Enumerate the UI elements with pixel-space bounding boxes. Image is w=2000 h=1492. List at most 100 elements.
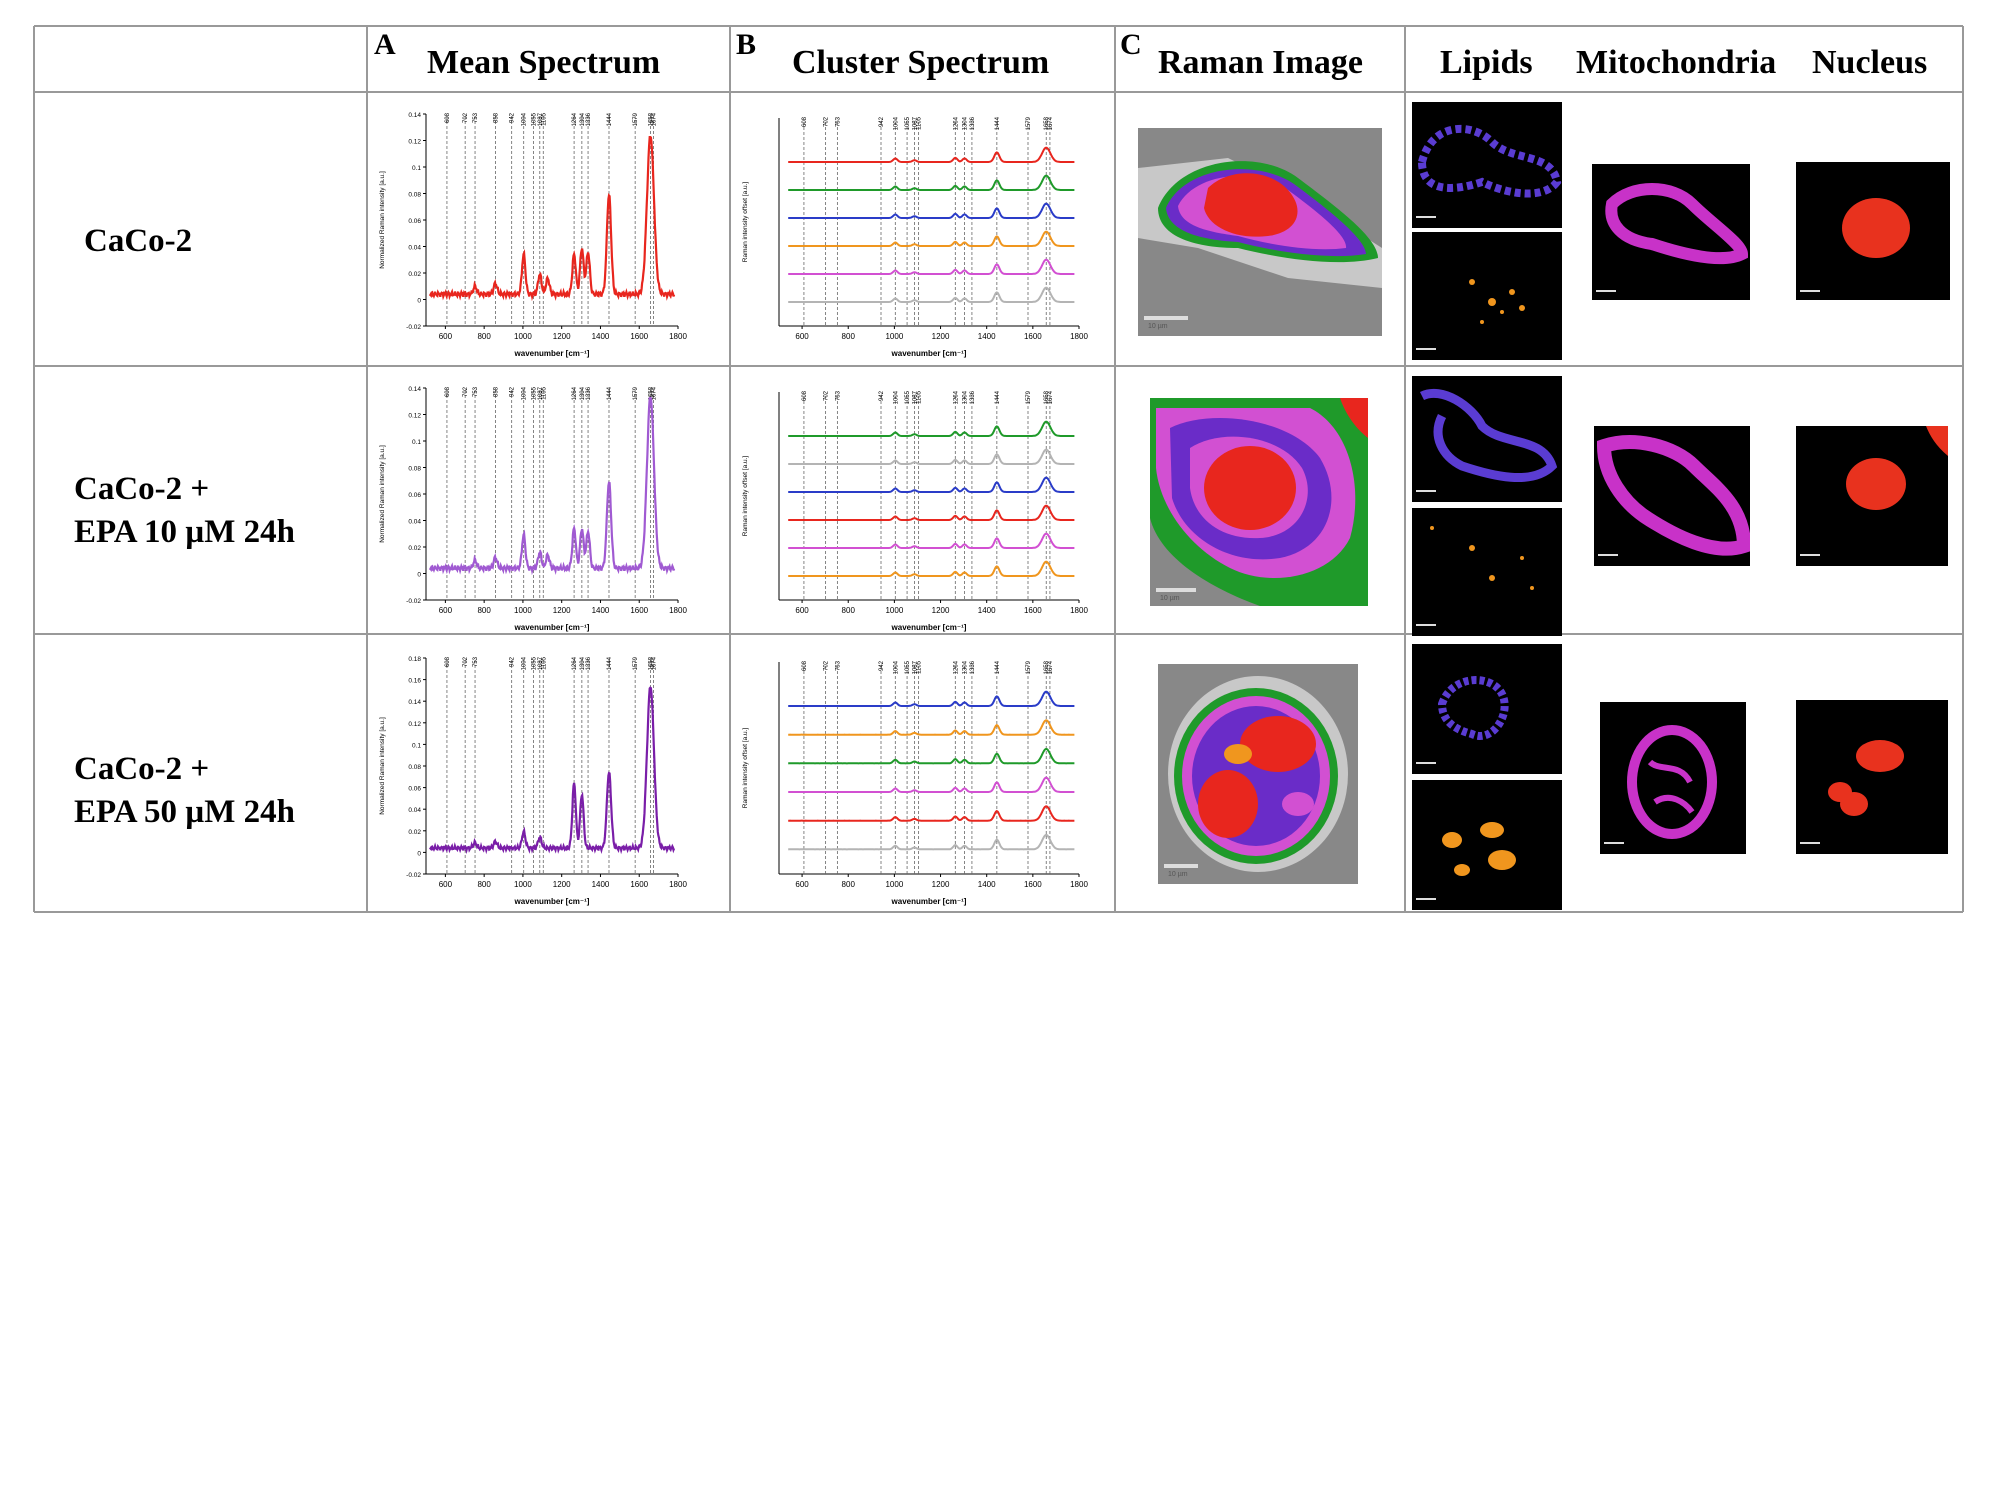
row-label-2: CaCo-2 + EPA 10 µM 24h <box>74 468 295 554</box>
scale-bar-label: 10 µm <box>1148 323 1168 330</box>
x-tick-label: 1200 <box>932 880 950 889</box>
panel-letter-b: B <box>736 28 757 61</box>
peak-label: 753 <box>473 386 479 397</box>
cluster-spectrum-line <box>788 690 1075 707</box>
x-tick-label: 600 <box>795 606 809 615</box>
x-tick-label: 1800 <box>1070 880 1088 889</box>
lipids-image-row3-bottom <box>1412 780 1562 910</box>
spectrum-line <box>428 686 676 855</box>
y-tick-label: 0 <box>417 298 421 305</box>
cluster-spectrum-line <box>788 834 1075 851</box>
peak-label: 1304 <box>580 386 586 400</box>
cluster-spectrum-line <box>788 776 1075 793</box>
peak-label: 1444 <box>607 386 613 400</box>
mitochondria-image-row2 <box>1594 426 1750 566</box>
peak-label: 1579 <box>1026 390 1032 404</box>
x-tick-label: 800 <box>477 332 491 341</box>
peak-label: 1658 <box>648 656 654 670</box>
row-label-line: CaCo-2 <box>84 223 193 259</box>
y-tick-label: 0.02 <box>408 545 421 552</box>
peak-label: 702 <box>824 660 830 671</box>
y-tick-label: 0.14 <box>408 386 421 393</box>
scale-bar <box>1416 348 1436 350</box>
y-tick-label: -0.02 <box>406 324 421 331</box>
peak-label: 1264 <box>572 386 578 400</box>
row-label-line: EPA 10 µM 24h <box>74 514 295 550</box>
peak-label: 702 <box>824 116 830 127</box>
lipids-image-row3-top <box>1412 644 1562 774</box>
peak-label: 1264 <box>953 116 959 130</box>
cluster-spectrum-line <box>788 202 1075 219</box>
x-tick-label: 800 <box>842 880 856 889</box>
peak-label: 1674 <box>652 656 658 670</box>
peak-label: 1336 <box>970 116 976 130</box>
peak-label: 1264 <box>953 660 959 674</box>
cluster-spectrum-line <box>788 532 1075 549</box>
peak-label: 1579 <box>633 112 639 126</box>
x-axis-label: wavenumber [cm⁻¹] <box>891 349 967 358</box>
x-tick-label: 1200 <box>932 606 950 615</box>
x-tick-label: 600 <box>439 332 453 341</box>
peak-label: 753 <box>473 112 479 123</box>
cluster-spectrum-line <box>788 805 1075 822</box>
y-tick-label: 0.08 <box>408 764 421 771</box>
mitochondria-image-row3 <box>1600 702 1746 854</box>
peak-label: 1674 <box>652 386 658 400</box>
peak-label: 1674 <box>1048 116 1054 130</box>
peak-label: 1004 <box>893 116 899 130</box>
y-tick-label: 0.06 <box>408 786 421 793</box>
x-tick-label: 1800 <box>1070 332 1088 341</box>
x-tick-label: 1600 <box>630 606 648 615</box>
x-tick-label: 1000 <box>885 606 903 615</box>
peak-label: 1264 <box>572 656 578 670</box>
peak-label: 1658 <box>648 112 654 126</box>
cluster-spectrum-line <box>788 560 1075 577</box>
peak-label: 1055 <box>905 390 911 404</box>
x-axis-label: wavenumber [cm⁻¹] <box>514 349 590 358</box>
x-tick-label: 1800 <box>1070 606 1088 615</box>
peak-label: 1264 <box>953 390 959 404</box>
peak-label: 608 <box>802 390 808 401</box>
peak-label: 1579 <box>633 386 639 400</box>
header-raman-image: Raman Image <box>1158 44 1363 81</box>
x-tick-label: 1400 <box>978 606 996 615</box>
x-tick-label: 1400 <box>592 880 610 889</box>
peak-label: 942 <box>879 660 885 671</box>
spectrum-line <box>428 136 676 302</box>
x-tick-label: 1600 <box>630 880 648 889</box>
scale-bar <box>1604 842 1624 844</box>
y-axis-label: Normalized Raman intensity [a.u.] <box>379 717 386 815</box>
y-tick-label: 0.12 <box>408 139 421 146</box>
y-tick-label: 0.14 <box>408 112 421 119</box>
y-tick-label: 0.06 <box>408 492 421 499</box>
peak-label: 1336 <box>970 660 976 674</box>
peak-label: 1087 <box>912 660 918 674</box>
peak-label: 1579 <box>1026 116 1032 130</box>
panel-letter-a: A <box>374 28 396 61</box>
y-axis-label: Normalized Raman intensity [a.u.] <box>379 445 386 543</box>
peak-label: 1004 <box>893 660 899 674</box>
peak-label: 1105 <box>917 390 923 404</box>
peak-label: 608 <box>445 112 451 123</box>
scale-bar <box>1800 554 1820 556</box>
peak-label: 1674 <box>1048 390 1054 404</box>
y-tick-label: 0.08 <box>408 466 421 473</box>
y-tick-label: 0 <box>417 850 421 857</box>
peak-label: 1004 <box>522 656 528 670</box>
x-tick-label: 1200 <box>932 332 950 341</box>
x-tick-label: 800 <box>842 606 856 615</box>
peak-label: 1658 <box>1044 390 1050 404</box>
row-label-line: CaCo-2 + <box>74 751 210 787</box>
scale-bar <box>1416 762 1436 764</box>
peak-label: 1105 <box>917 660 923 674</box>
cluster-spectrum-line <box>788 286 1075 303</box>
peak-label: 1055 <box>532 656 538 670</box>
scale-bar-label: 10 µm <box>1168 871 1188 878</box>
row-label-line: EPA 50 µM 24h <box>74 794 295 830</box>
peak-label: 1055 <box>905 660 911 674</box>
